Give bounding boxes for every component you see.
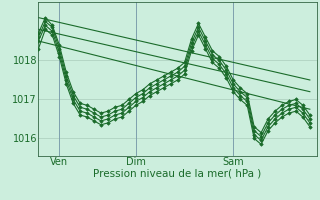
X-axis label: Pression niveau de la mer( hPa ): Pression niveau de la mer( hPa ) [93, 169, 262, 179]
